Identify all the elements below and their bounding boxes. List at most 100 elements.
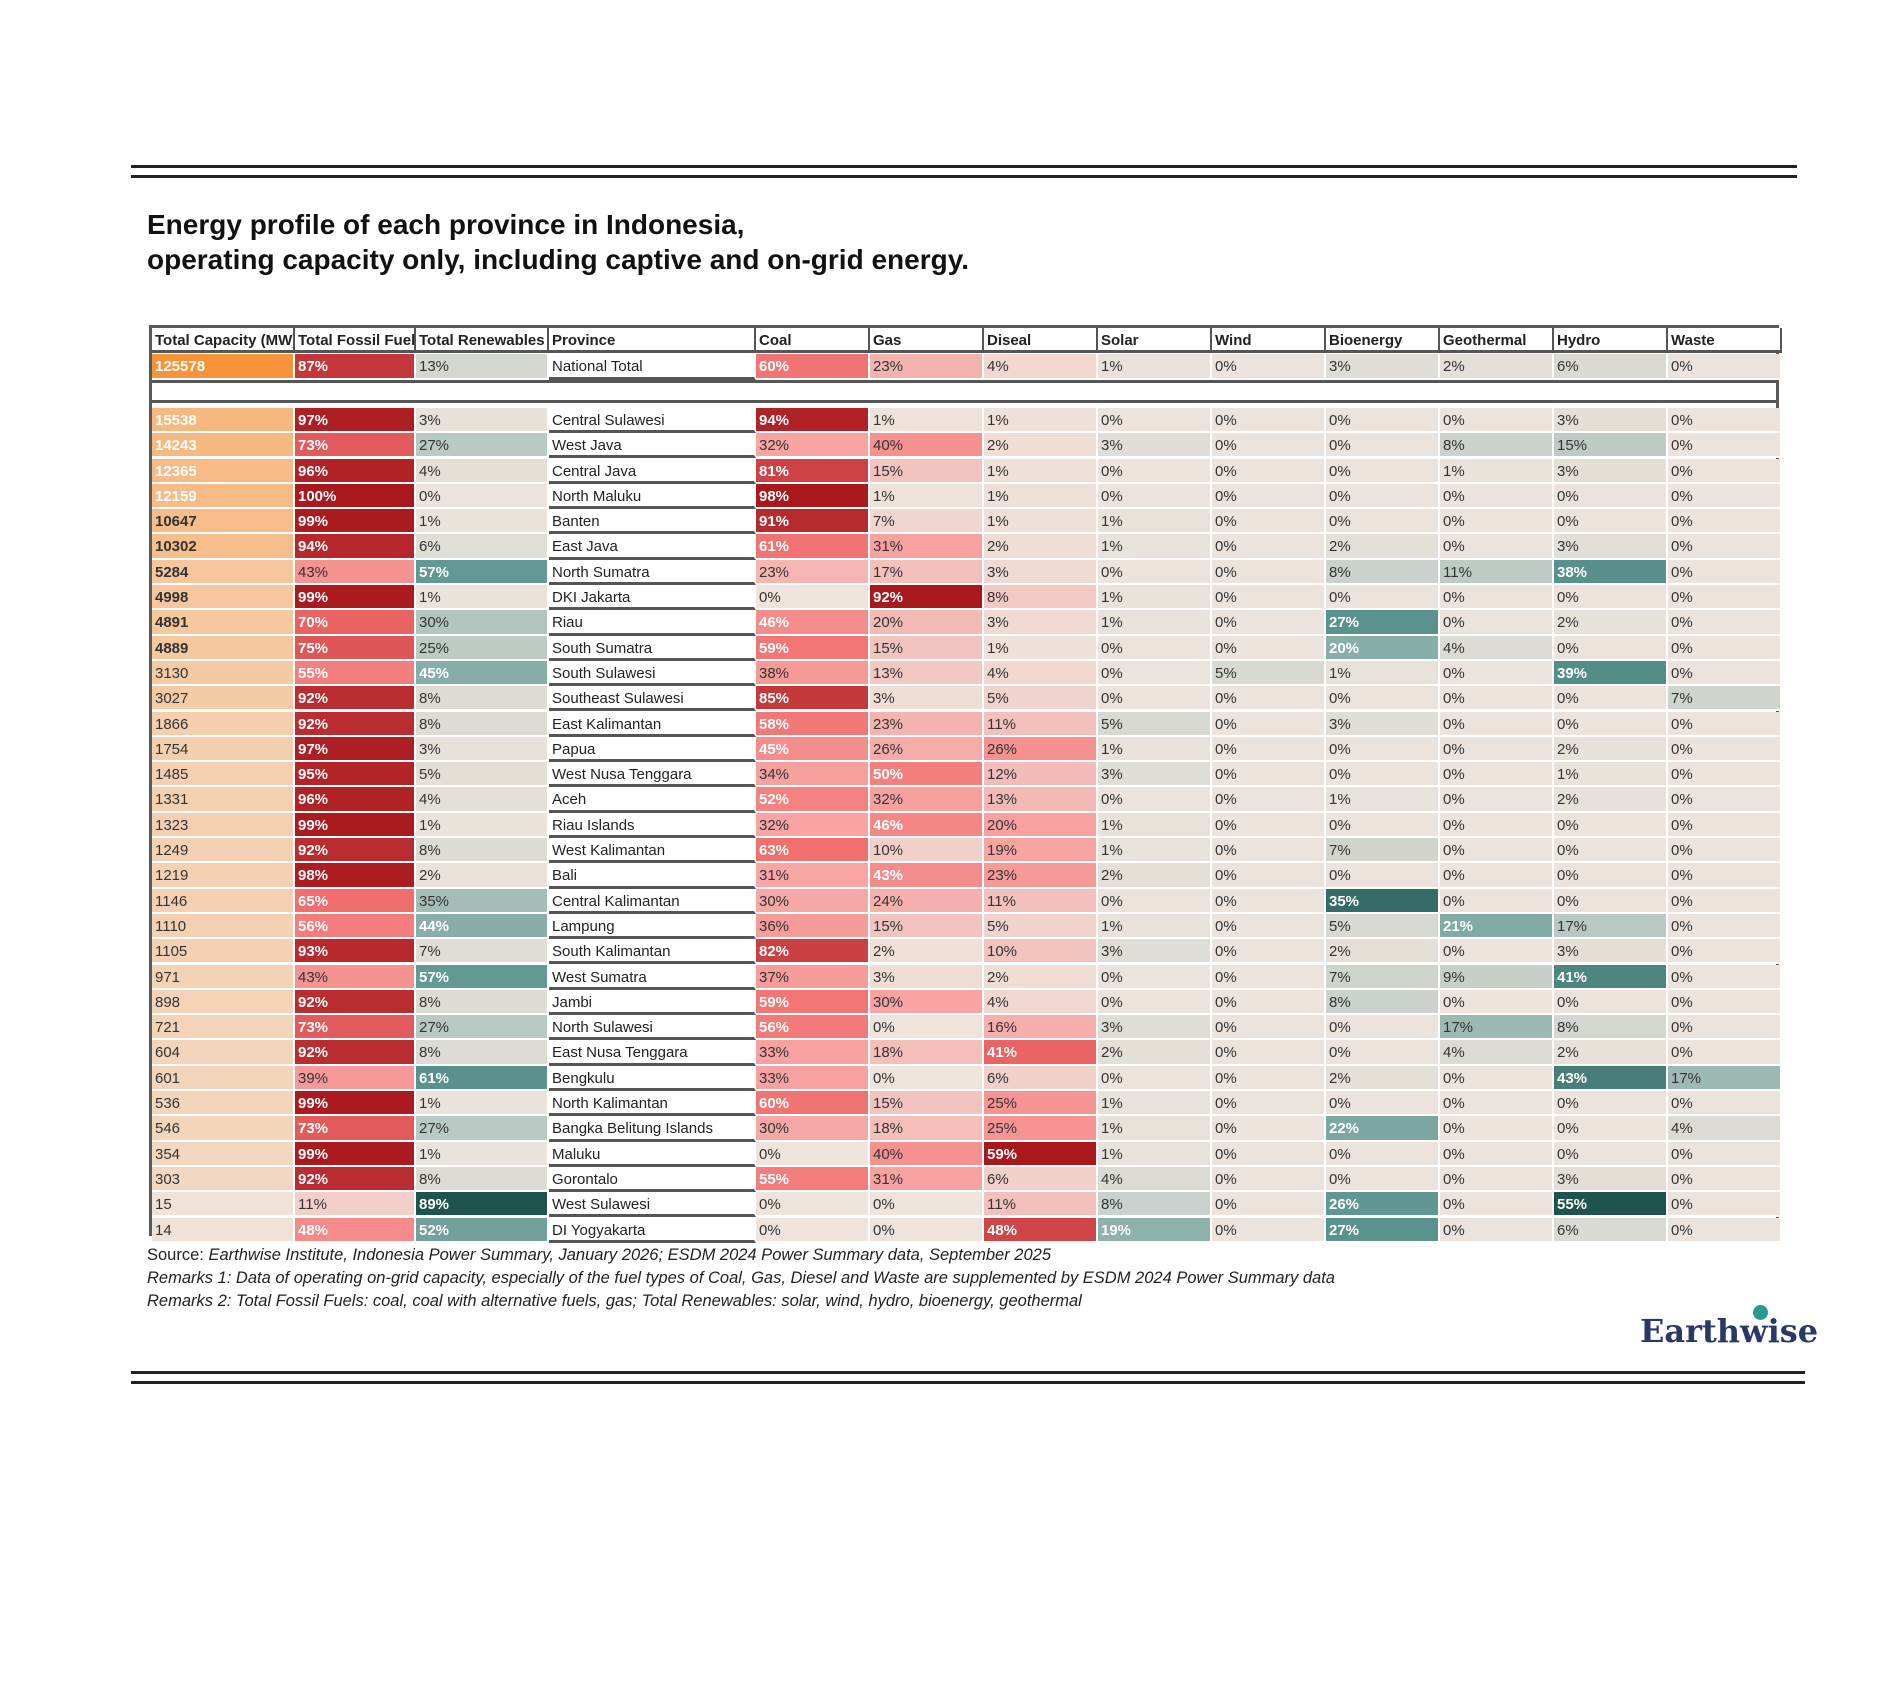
cell: 23% [870,711,984,737]
cell: Central Kalimantan [549,888,756,914]
cell: 1% [1098,534,1212,560]
cell: 0% [1440,1141,1554,1167]
cell: 0% [1212,762,1326,788]
cell: 0% [1212,1015,1326,1041]
cell: 1% [1098,354,1212,380]
cell: 99% [295,585,416,611]
cell: 0% [1326,1166,1440,1193]
cell: 2% [984,964,1098,990]
cell: 82% [756,939,870,965]
cell: 4% [1440,1040,1554,1066]
cell: 0% [1098,635,1212,661]
cell: 96% [295,458,416,484]
cell: 4% [984,354,1098,380]
cell: 59% [756,635,870,661]
cell: 1% [984,458,1098,484]
cell: 7% [870,509,984,535]
cell: 26% [1326,1192,1440,1218]
cell: 2% [1098,863,1212,889]
cell: 0% [1668,989,1782,1016]
cell: 0% [1326,762,1440,788]
cell: 0% [1554,509,1668,535]
cell: 0% [1668,509,1782,535]
cell: 2% [1554,787,1668,813]
cell: 1% [1554,762,1668,788]
cell: South Sumatra [549,635,756,661]
cell: 1% [1098,838,1212,864]
cell: 3% [870,964,984,990]
cell: 0% [1212,407,1326,434]
cell: 99% [295,1141,416,1167]
cell: 27% [416,1015,549,1041]
cell: 0% [1668,483,1782,510]
cell: 11% [984,1192,1098,1218]
cell: 0% [1098,989,1212,1016]
cell: 125578 [152,354,295,380]
cell: 2% [1326,939,1440,965]
cell: 92% [295,1166,416,1193]
cell: 52% [756,787,870,813]
cell: West Nusa Tenggara [549,762,756,788]
cell: 721 [152,1015,295,1041]
cell: 1% [1098,913,1212,940]
cell: 0% [1212,610,1326,636]
cell: 2% [416,863,549,889]
cell: 0% [1554,888,1668,914]
cell: 0% [1440,711,1554,737]
cell: 0% [1668,863,1782,889]
cell: 0% [1440,888,1554,914]
cell: 32% [870,787,984,813]
cell: 0% [1326,736,1440,763]
cell: 98% [295,863,416,889]
cell: 1% [416,1141,549,1167]
cell: 0% [1212,1116,1326,1142]
cell: 3% [1554,458,1668,484]
cell: 56% [295,913,416,940]
cell: 43% [870,863,984,889]
cell: 23% [984,863,1098,889]
cell: 0% [1212,458,1326,484]
cell: 0% [1440,1065,1554,1091]
cell: 0% [1668,559,1782,585]
cell: 4998 [152,585,295,611]
cell: 73% [295,1015,416,1041]
cell: 43% [295,559,416,585]
cell: 55% [1554,1192,1668,1218]
table: Total Capacity (MW) Total Fossil Fuel Tota… [149,325,1782,1243]
cell: 7% [416,939,549,965]
cell: 303 [152,1166,295,1193]
cell: 8% [984,585,1098,611]
cell: 92% [870,585,984,611]
column-header: Waste [1668,328,1782,354]
cell: South Kalimantan [549,939,756,965]
rule [131,1381,1805,1384]
cell: 0% [1212,863,1326,889]
cell: 9% [1440,964,1554,990]
cell: 3% [1098,939,1212,965]
cell: 0% [756,1217,870,1243]
cell: 1105 [152,939,295,965]
cell: 61% [756,534,870,560]
cell: 15% [870,913,984,940]
cell: 0% [1098,458,1212,484]
cell: 1754 [152,736,295,763]
cell: 0% [1212,534,1326,560]
cell: 3% [1326,354,1440,380]
cell: DKI Jakarta [549,585,756,611]
cell: 0% [756,1141,870,1167]
cell: 25% [984,1091,1098,1117]
cell: 0% [1098,483,1212,510]
cell: South Sulawesi [549,660,756,687]
cell: 15% [870,635,984,661]
cell: 30% [870,989,984,1016]
cell: 8% [416,686,549,712]
cell: 0% [1326,1091,1440,1117]
cell: 0% [1212,711,1326,737]
cell: 73% [295,433,416,459]
cell: 0% [1326,1040,1440,1066]
cell: 15 [152,1192,295,1218]
cell: 27% [416,1116,549,1142]
cell: 354 [152,1141,295,1167]
cell: 1866 [152,711,295,737]
cell: 60% [756,354,870,380]
